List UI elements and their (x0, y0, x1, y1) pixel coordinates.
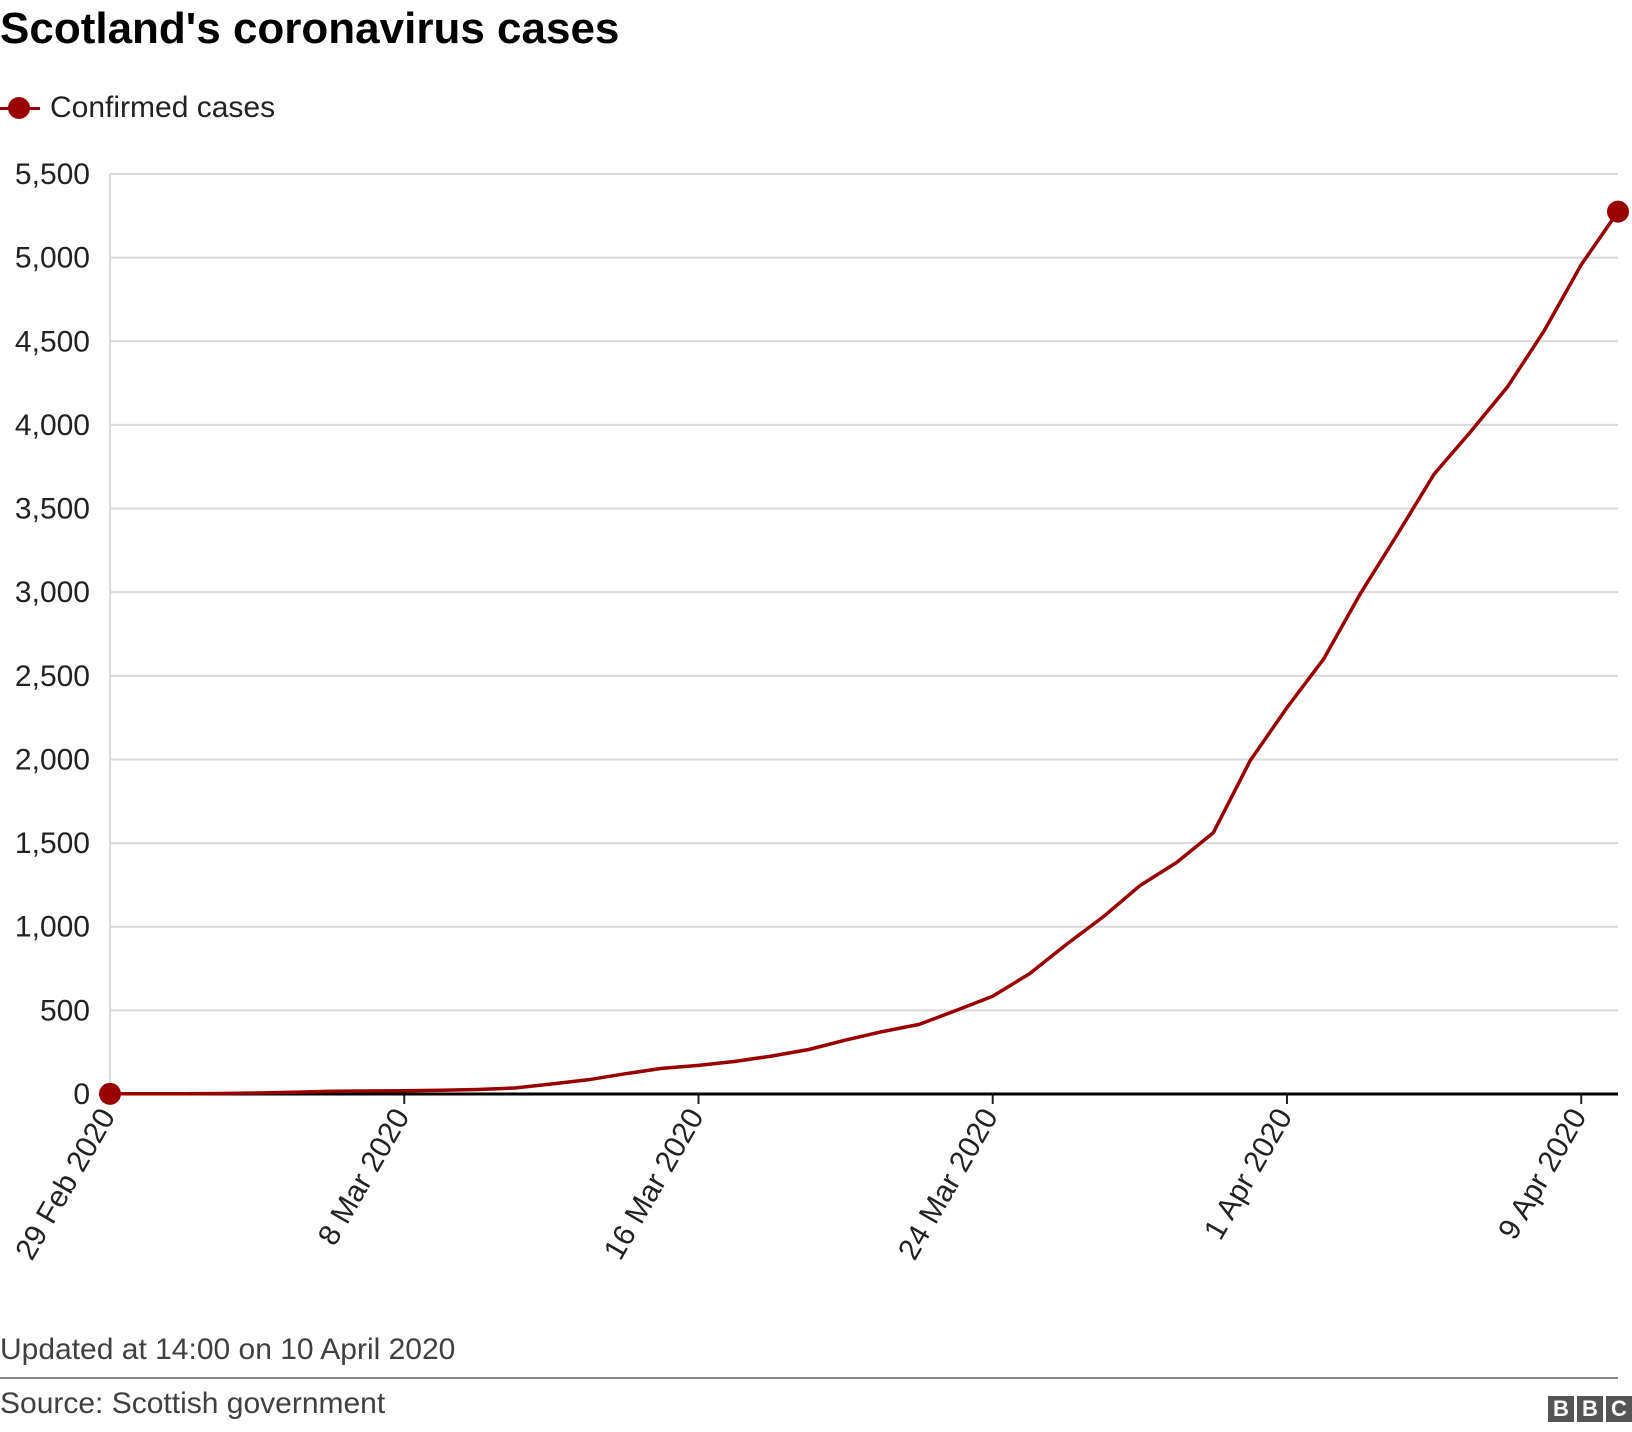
x-tick-label: 1 Apr 2020 (1198, 1103, 1299, 1245)
series-point-marker (1607, 200, 1629, 223)
x-tick-label: 9 Apr 2020 (1492, 1103, 1593, 1245)
series-line-confirmed-cases (108, 209, 1620, 1096)
y-tick-label: 1,500 (15, 827, 90, 860)
y-tick-label: 500 (40, 994, 90, 1027)
x-tick-label: 29 Feb 2020 (9, 1103, 122, 1265)
footer-divider (0, 1377, 1618, 1379)
logo-letter: B (1548, 1396, 1574, 1422)
x-tick-label: 16 Mar 2020 (598, 1103, 711, 1265)
y-tick-label: 3,000 (15, 576, 90, 609)
line-chart: 0 500 1,000 1,500 2,000 2,500 3,000 3,500 4,000 4… (9, 158, 1629, 1265)
y-tick-label: 2,500 (15, 660, 90, 693)
series-point-marker (99, 1082, 121, 1105)
y-tick-label: 4,500 (15, 325, 90, 358)
y-tick-label: 5,500 (15, 158, 90, 191)
x-tick-label: 8 Mar 2020 (312, 1103, 416, 1251)
updated-note: Updated at 14:00 on 10 April 2020 (0, 1333, 456, 1366)
bbc-logo: B B C (1548, 1396, 1632, 1422)
y-tick-label: 0 (73, 1078, 90, 1111)
logo-letter: B (1577, 1396, 1603, 1422)
y-tick-label: 5,000 (15, 242, 90, 275)
y-tick-label: 1,000 (15, 911, 90, 944)
y-tick-label: 3,500 (15, 493, 90, 526)
source-note: Source: Scottish government (0, 1387, 386, 1420)
y-tick-label: 2,000 (15, 743, 90, 776)
legend-label: Confirmed cases (50, 91, 276, 124)
chart-title: Scotland's coronavirus cases (0, 4, 620, 53)
legend-marker-icon (0, 93, 42, 123)
legend: Confirmed cases (0, 88, 275, 128)
x-tick-label: 24 Mar 2020 (892, 1103, 1005, 1265)
y-tick-label: 4,000 (15, 409, 90, 442)
logo-letter: C (1606, 1396, 1632, 1422)
